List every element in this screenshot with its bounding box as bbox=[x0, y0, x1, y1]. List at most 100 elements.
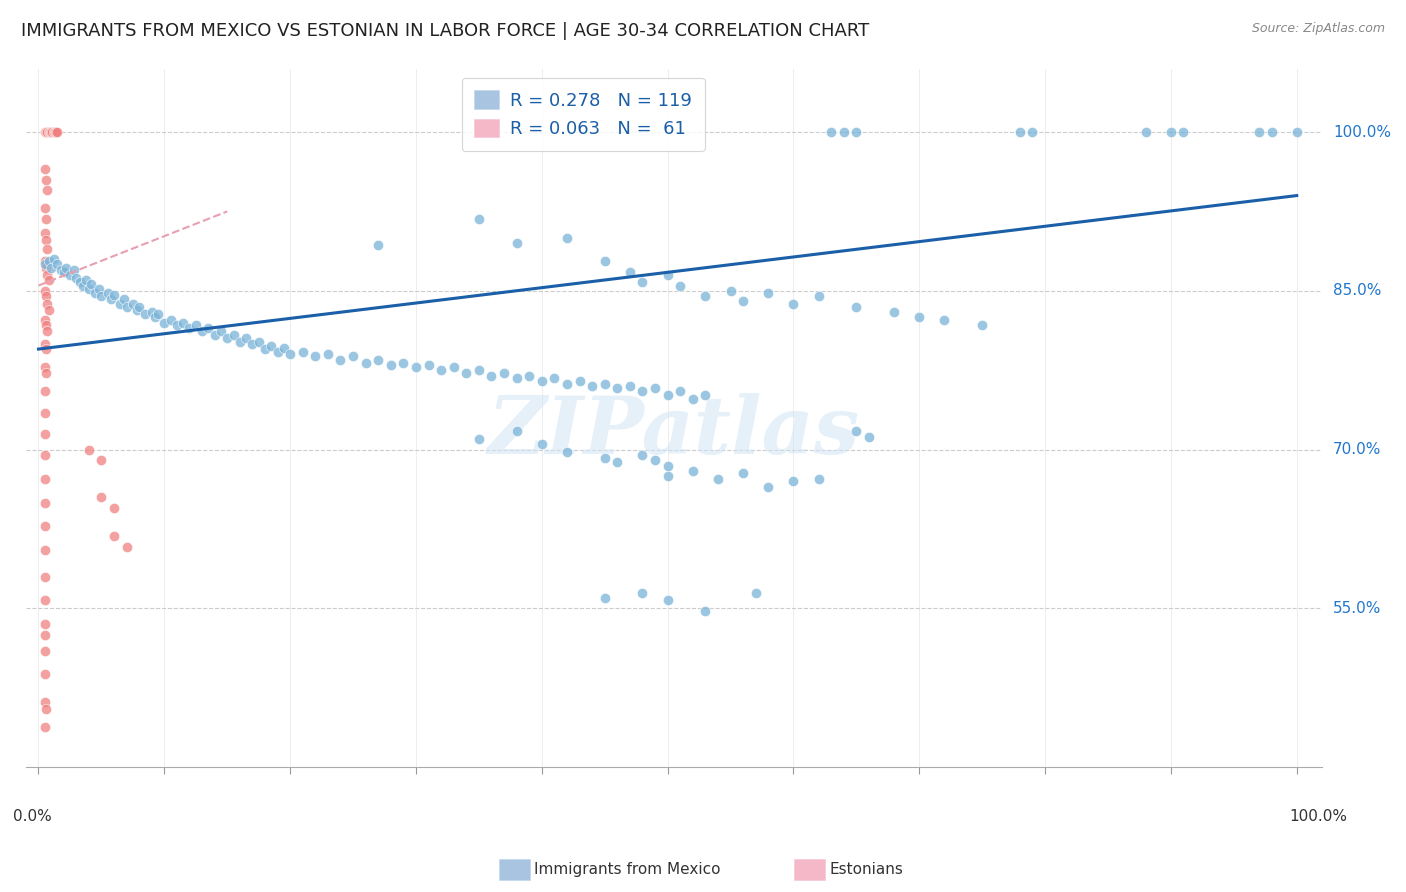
Point bbox=[543, 370, 565, 384]
Point bbox=[733, 294, 755, 309]
Point bbox=[555, 231, 578, 245]
Point bbox=[35, 125, 58, 139]
Point bbox=[644, 381, 666, 395]
Point bbox=[468, 211, 491, 226]
Point bbox=[90, 491, 112, 505]
Point bbox=[593, 591, 616, 605]
Point bbox=[908, 310, 931, 325]
Text: 0.0%: 0.0% bbox=[13, 809, 52, 824]
Point bbox=[235, 331, 257, 345]
Point bbox=[217, 331, 239, 345]
Point bbox=[972, 318, 994, 332]
Point bbox=[380, 358, 402, 372]
Point bbox=[34, 695, 56, 709]
Point bbox=[42, 252, 65, 266]
Point bbox=[103, 500, 125, 515]
Point bbox=[1135, 125, 1157, 139]
Point bbox=[34, 667, 56, 681]
Point bbox=[103, 288, 125, 302]
Point bbox=[1008, 125, 1031, 139]
Point bbox=[35, 289, 58, 303]
Point bbox=[172, 316, 194, 330]
Point bbox=[430, 363, 453, 377]
Point bbox=[756, 480, 779, 494]
Point bbox=[619, 379, 641, 393]
Point bbox=[278, 347, 301, 361]
Point bbox=[657, 268, 679, 282]
Point bbox=[34, 406, 56, 420]
Point bbox=[59, 268, 82, 282]
Point bbox=[34, 543, 56, 558]
Point bbox=[657, 387, 679, 401]
Point bbox=[468, 432, 491, 446]
Text: 85.0%: 85.0% bbox=[1333, 284, 1381, 298]
Point bbox=[90, 453, 112, 467]
Point bbox=[103, 529, 125, 543]
Point bbox=[52, 265, 75, 279]
Point bbox=[291, 345, 314, 359]
Point bbox=[782, 296, 804, 310]
Point bbox=[145, 310, 167, 325]
Point bbox=[934, 313, 956, 327]
Point bbox=[568, 374, 591, 388]
Point bbox=[682, 392, 704, 406]
Point bbox=[39, 260, 62, 275]
Point bbox=[631, 384, 654, 399]
Point bbox=[34, 284, 56, 298]
Point bbox=[35, 172, 58, 186]
Point bbox=[807, 472, 830, 486]
Point bbox=[606, 381, 628, 395]
Point bbox=[35, 342, 58, 356]
Point bbox=[820, 125, 842, 139]
Point bbox=[35, 260, 58, 275]
Point bbox=[657, 593, 679, 607]
Point bbox=[42, 125, 65, 139]
Point bbox=[593, 254, 616, 268]
Point bbox=[807, 289, 830, 303]
Point bbox=[555, 377, 578, 392]
Point bbox=[191, 324, 214, 338]
Text: ZIPatlas: ZIPatlas bbox=[488, 393, 860, 471]
Point bbox=[34, 628, 56, 642]
Point bbox=[593, 451, 616, 466]
Point bbox=[707, 472, 730, 486]
Point bbox=[110, 296, 132, 310]
Point bbox=[367, 238, 389, 252]
Point bbox=[62, 262, 84, 277]
Point bbox=[39, 125, 62, 139]
Point bbox=[606, 455, 628, 469]
Point bbox=[84, 285, 107, 300]
Point bbox=[34, 226, 56, 240]
Point bbox=[405, 360, 427, 375]
Point bbox=[65, 271, 87, 285]
Point bbox=[37, 183, 59, 197]
Point bbox=[247, 334, 270, 349]
Point bbox=[209, 324, 232, 338]
Point bbox=[883, 305, 905, 319]
Point bbox=[72, 278, 94, 293]
Point bbox=[1247, 125, 1270, 139]
Point bbox=[35, 233, 58, 247]
Point bbox=[530, 374, 553, 388]
Point bbox=[49, 262, 72, 277]
Point bbox=[45, 125, 67, 139]
Legend: R = 0.278   N = 119, R = 0.063   N =  61: R = 0.278 N = 119, R = 0.063 N = 61 bbox=[461, 78, 704, 151]
Point bbox=[38, 254, 60, 268]
Text: Immigrants from Mexico: Immigrants from Mexico bbox=[534, 863, 721, 877]
Point bbox=[845, 424, 868, 438]
Point bbox=[87, 282, 110, 296]
Point bbox=[37, 296, 59, 310]
Point bbox=[555, 444, 578, 458]
Point bbox=[229, 334, 252, 349]
Point bbox=[37, 125, 59, 139]
Point bbox=[695, 387, 717, 401]
Point bbox=[34, 644, 56, 658]
Point bbox=[443, 360, 465, 375]
Point bbox=[530, 437, 553, 451]
Point bbox=[858, 430, 880, 444]
Point bbox=[34, 617, 56, 632]
Point bbox=[631, 276, 654, 290]
Point bbox=[34, 162, 56, 177]
Point bbox=[593, 377, 616, 392]
Point bbox=[517, 368, 540, 383]
